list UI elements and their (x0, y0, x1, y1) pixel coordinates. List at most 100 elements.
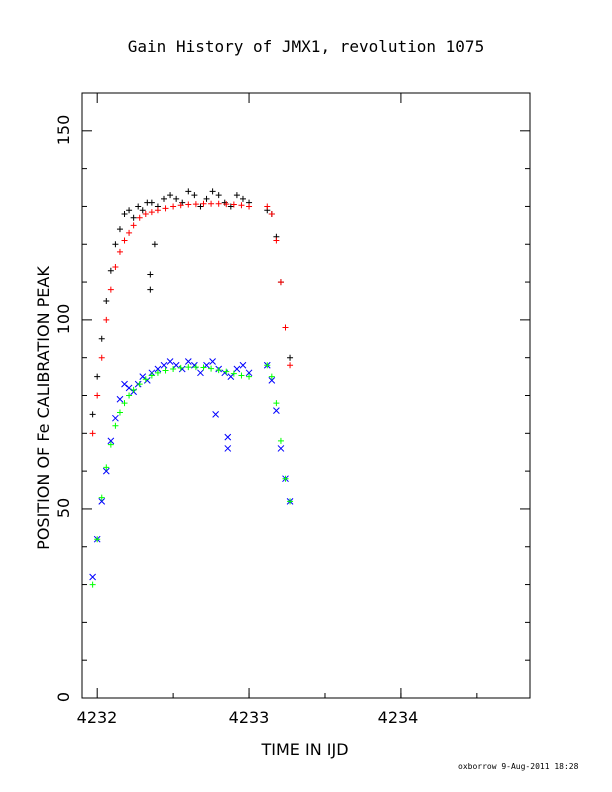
point-s2-14 (154, 365, 162, 373)
point-s3-27 (268, 373, 275, 380)
point-s3-12 (148, 372, 155, 379)
point-s3-10 (136, 381, 143, 388)
point-s1-7 (121, 237, 128, 244)
point-s3-11 (142, 376, 149, 383)
point-s1-8 (126, 229, 133, 236)
footer-credit: oxborrow 9-Aug-2011 18:28 (458, 762, 579, 771)
point-s3-29 (277, 437, 284, 444)
point-s0-15 (161, 195, 168, 202)
x-axis-ticks (96, 93, 478, 698)
point-s3-24 (238, 372, 245, 379)
point-s1-0 (89, 430, 96, 437)
point-s1-2 (98, 354, 105, 361)
point-s1-26 (264, 203, 271, 210)
point-s2-32 (273, 407, 280, 414)
point-s0-28 (239, 195, 246, 202)
point-s2-6 (116, 395, 124, 403)
point-s0-24 (215, 192, 222, 199)
point-s0-36 (147, 286, 154, 293)
point-s0-9 (130, 214, 137, 221)
point-s2-15 (160, 361, 168, 369)
point-s0-35 (287, 354, 294, 361)
point-s1-24 (238, 202, 245, 209)
point-s3-19 (200, 364, 207, 371)
point-s0-13 (148, 199, 155, 206)
point-s0-2 (98, 335, 105, 342)
point-s0-3 (103, 297, 110, 304)
point-s0-38 (151, 241, 158, 248)
point-s1-4 (107, 286, 114, 293)
point-s1-23 (230, 201, 237, 208)
point-s3-17 (185, 364, 192, 371)
point-s2-21 (197, 369, 204, 377)
point-s3-26 (264, 362, 271, 369)
point-s3-1 (94, 536, 101, 543)
point-s3-30 (282, 475, 289, 482)
point-s1-25 (246, 203, 253, 210)
point-s1-12 (148, 209, 155, 216)
point-s3-22 (223, 368, 230, 375)
point-s3-14 (162, 367, 169, 374)
point-s0-7 (121, 211, 128, 217)
series-0 (89, 188, 294, 418)
point-s1-5 (112, 263, 119, 270)
point-s3-2 (98, 494, 105, 501)
point-s2-26 (227, 373, 235, 380)
point-s2-17 (172, 361, 180, 369)
series-1 (89, 200, 294, 437)
point-s3-5 (112, 422, 119, 429)
point-s3-8 (126, 392, 133, 399)
point-s2-5 (112, 414, 119, 422)
point-s0-4 (107, 267, 114, 274)
point-s2-28 (239, 361, 247, 369)
point-s1-1 (94, 392, 101, 399)
point-s2-16 (166, 358, 174, 365)
y-tick-label-50: 50 (54, 498, 73, 518)
point-s2-19 (184, 358, 192, 365)
point-s3-20 (208, 365, 215, 372)
point-s3-28 (273, 400, 280, 407)
point-s2-36 (224, 445, 232, 452)
point-s1-27 (268, 211, 275, 217)
point-s0-22 (203, 195, 210, 202)
point-s0-25 (221, 199, 228, 206)
point-s0-17 (173, 195, 180, 202)
point-s0-11 (139, 207, 146, 214)
point-s0-0 (89, 411, 96, 418)
point-s2-23 (209, 358, 216, 365)
y-axis-label: POSITION OF Fe CALIBRATION PEAK (34, 266, 53, 550)
point-s3-31 (287, 498, 294, 505)
chart-title: Gain History of JMX1, revolution 1075 (128, 37, 484, 56)
point-s1-31 (287, 362, 294, 369)
point-s3-9 (130, 386, 137, 393)
point-s3-23 (230, 370, 237, 377)
point-s2-2 (98, 498, 106, 505)
x-tick-label-4233: 4233 (229, 708, 270, 727)
point-s0-26 (227, 203, 234, 210)
point-s2-18 (178, 365, 186, 373)
x-tick-label-4234: 4234 (378, 708, 419, 727)
y-tick-label-0: 0 (54, 692, 73, 702)
point-s1-30 (282, 324, 289, 331)
point-s2-38 (212, 411, 219, 418)
series-3 (89, 362, 294, 588)
point-s2-11 (139, 373, 147, 380)
point-s1-14 (162, 205, 169, 212)
point-s0-37 (147, 271, 154, 278)
point-s1-28 (273, 237, 280, 244)
point-s2-27 (233, 365, 241, 373)
point-s3-13 (154, 369, 161, 376)
point-s1-29 (277, 279, 284, 286)
point-s2-0 (89, 573, 96, 581)
y-tick-label-100: 100 (54, 304, 73, 335)
point-s3-21 (215, 367, 222, 374)
point-s1-11 (142, 211, 149, 217)
point-s1-20 (208, 200, 215, 207)
y-tick-label-150: 150 (54, 115, 73, 146)
point-s1-6 (116, 248, 123, 255)
point-s0-19 (185, 188, 192, 195)
point-s0-5 (112, 241, 119, 248)
point-s3-16 (177, 364, 184, 371)
point-s0-16 (167, 192, 174, 199)
